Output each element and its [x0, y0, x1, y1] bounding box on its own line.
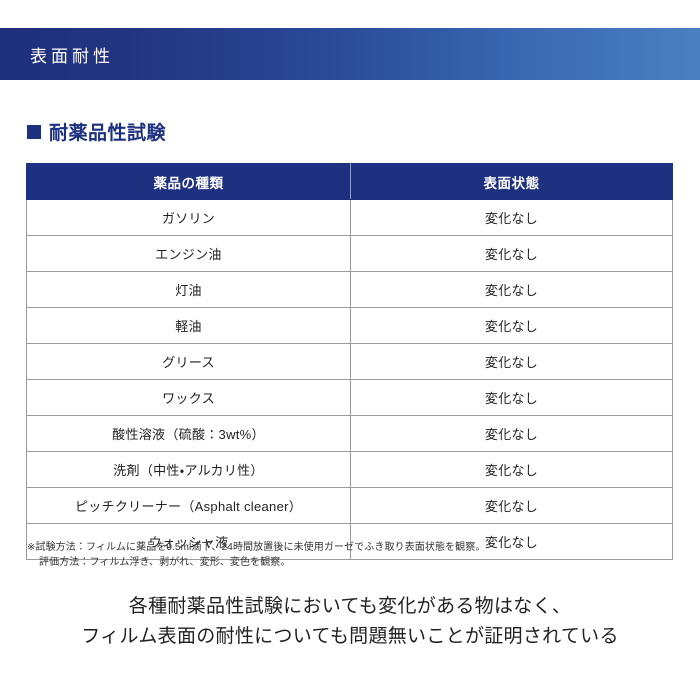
cell-state: 変化なし: [350, 379, 673, 416]
table-row: 酸性溶液（硫酸：3wt%） 変化なし: [26, 415, 673, 452]
section-heading-label: 耐薬品性試験: [49, 123, 167, 144]
cell-state: 変化なし: [350, 523, 673, 560]
table-header-row: 薬品の種類 表面状態: [26, 163, 673, 200]
banner-title: 表面耐性: [30, 46, 114, 66]
filled-square-icon: [27, 124, 41, 139]
table-row: ワックス 変化なし: [26, 379, 673, 416]
cell-state: 変化なし: [350, 487, 673, 524]
table-body: ガソリン 変化なし エンジン油 変化なし 灯油 変化なし 軽油 変化なし グリー…: [26, 199, 673, 560]
page-banner: 表面耐性: [0, 28, 700, 80]
table-row: ピッチクリーナー（Asphalt cleaner） 変化なし: [26, 487, 673, 524]
footnotes: ※試験方法：フィルムに薬品を0.5ml滴下、24時間放置後に未使用ガーゼでふき取…: [27, 540, 485, 570]
cell-chemical: 酸性溶液（硫酸：3wt%）: [26, 415, 351, 452]
section-heading: 耐薬品性試験: [27, 118, 166, 145]
cell-chemical: 洗剤（中性・アルカリ性）: [26, 451, 351, 488]
table-row: 灯油 変化なし: [26, 271, 673, 308]
conclusion-line-2: フィルム表面の耐性についても問題無いことが証明されている: [81, 626, 619, 647]
table-row: グリース 変化なし: [26, 343, 673, 380]
cell-chemical: 灯油: [26, 271, 351, 308]
cell-state: 変化なし: [350, 451, 673, 488]
cell-chemical: グリース: [26, 343, 351, 380]
table-header-state: 表面状態: [350, 163, 673, 200]
cell-chemical: 軽油: [26, 307, 351, 344]
footnote-test-method: ※試験方法：フィルムに薬品を0.5ml滴下、24時間放置後に未使用ガーゼでふき取…: [27, 542, 486, 553]
cell-state: 変化なし: [350, 343, 673, 380]
conclusion-text: 各種耐薬品性試験においても変化がある物はなく、 フィルム表面の耐性についても問題…: [0, 592, 700, 652]
table-header-chemical: 薬品の種類: [26, 163, 351, 200]
table-row: 洗剤（中性・アルカリ性） 変化なし: [26, 451, 673, 488]
chemical-resistance-table: 薬品の種類 表面状態 ガソリン 変化なし エンジン油 変化なし 灯油 変化なし …: [26, 163, 673, 560]
cell-state: 変化なし: [350, 415, 673, 452]
cell-chemical: ガソリン: [26, 199, 351, 236]
cell-state: 変化なし: [350, 235, 673, 272]
table-row: ガソリン 変化なし: [26, 199, 673, 236]
footnote-evaluation-method: 評価方法：フィルム浮き、剥がれ、変形、変色を観察。: [39, 557, 291, 568]
table-row: 軽油 変化なし: [26, 307, 673, 344]
table-row: エンジン油 変化なし: [26, 235, 673, 272]
cell-state: 変化なし: [350, 199, 673, 236]
cell-chemical: ワックス: [26, 379, 351, 416]
table-row: ウォッシャ液 変化なし: [26, 523, 673, 560]
cell-state: 変化なし: [350, 307, 673, 344]
cell-chemical: エンジン油: [26, 235, 351, 272]
cell-state: 変化なし: [350, 271, 673, 308]
cell-chemical: ピッチクリーナー（Asphalt cleaner）: [26, 487, 351, 524]
cell-chemical: ウォッシャ液: [26, 523, 351, 560]
conclusion-line-1: 各種耐薬品性試験においても変化がある物はなく、: [128, 596, 572, 617]
